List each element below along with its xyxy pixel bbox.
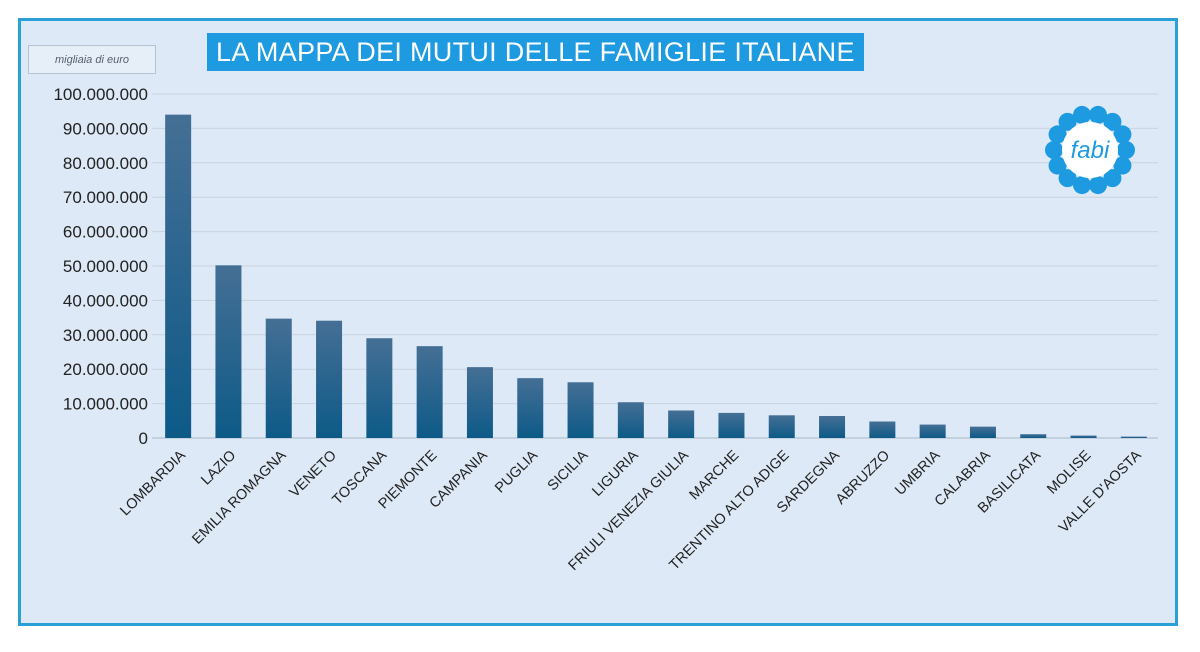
logo-petal bbox=[1058, 169, 1077, 188]
x-tick-label: PUGLIA bbox=[492, 447, 541, 496]
bar bbox=[819, 415, 846, 438]
bar bbox=[517, 378, 544, 438]
bar bbox=[165, 114, 192, 438]
logo-petal bbox=[1103, 112, 1122, 131]
chart-title: LA MAPPA DEI MUTUI DELLE FAMIGLIE ITALIA… bbox=[207, 33, 864, 71]
chart-frame bbox=[18, 18, 1178, 626]
x-tick-label: LOMBARDIA bbox=[117, 447, 189, 519]
bar bbox=[1070, 435, 1097, 438]
bar bbox=[1020, 434, 1047, 438]
unit-label: migliaia di euro bbox=[28, 45, 156, 74]
bar bbox=[768, 415, 795, 438]
bar bbox=[969, 426, 996, 438]
bar bbox=[316, 320, 343, 438]
y-tick-label: 100.000.000 bbox=[53, 85, 148, 104]
bar bbox=[668, 410, 695, 438]
x-tick-label: SICILIA bbox=[545, 447, 592, 494]
bar bbox=[617, 402, 644, 438]
x-tick-label: UMBRIA bbox=[892, 447, 943, 498]
logo-petal bbox=[1048, 156, 1067, 175]
bar bbox=[567, 382, 594, 438]
y-tick-label: 10.000.000 bbox=[63, 395, 148, 414]
y-tick-label: 0 bbox=[139, 429, 148, 448]
bar bbox=[366, 338, 393, 438]
logo-petal bbox=[1103, 169, 1122, 188]
y-tick-label: 90.000.000 bbox=[63, 119, 148, 138]
y-tick-label: 30.000.000 bbox=[63, 326, 148, 345]
x-tick-label: ABRUZZO bbox=[833, 448, 893, 508]
logo-petal bbox=[1113, 156, 1132, 175]
bar bbox=[265, 318, 292, 438]
logo-petal bbox=[1058, 112, 1077, 131]
logo-petal bbox=[1048, 125, 1067, 144]
bar bbox=[466, 367, 493, 438]
bar bbox=[215, 265, 242, 438]
logo-petal bbox=[1089, 176, 1108, 195]
y-tick-label: 70.000.000 bbox=[63, 188, 148, 207]
logo-petal bbox=[1089, 105, 1108, 124]
logo-petal bbox=[1117, 141, 1135, 159]
bar bbox=[1120, 436, 1147, 438]
y-tick-label: 50.000.000 bbox=[63, 257, 148, 276]
x-tick-label: MOLISE bbox=[1044, 447, 1094, 497]
bar bbox=[416, 346, 443, 438]
logo-petal bbox=[1072, 105, 1091, 124]
bar bbox=[718, 412, 745, 438]
y-tick-label: 60.000.000 bbox=[63, 223, 148, 242]
logo-petal bbox=[1072, 176, 1091, 195]
y-tick-label: 20.000.000 bbox=[63, 360, 148, 379]
y-tick-label: 80.000.000 bbox=[63, 154, 148, 173]
x-tick-label: LAZIO bbox=[198, 448, 239, 489]
fabi-logo: fabi bbox=[1045, 105, 1135, 195]
x-tick-label: LIGURIA bbox=[589, 447, 642, 500]
y-tick-label: 40.000.000 bbox=[63, 291, 148, 310]
logo-text: fabi bbox=[1071, 137, 1110, 164]
bar bbox=[869, 421, 896, 438]
x-tick-label: EMILIA ROMAGNA bbox=[189, 447, 289, 547]
x-tick-label: VENETO bbox=[287, 448, 340, 501]
logo-petal bbox=[1113, 125, 1132, 144]
bar bbox=[919, 424, 946, 438]
logo-petal bbox=[1045, 141, 1063, 159]
